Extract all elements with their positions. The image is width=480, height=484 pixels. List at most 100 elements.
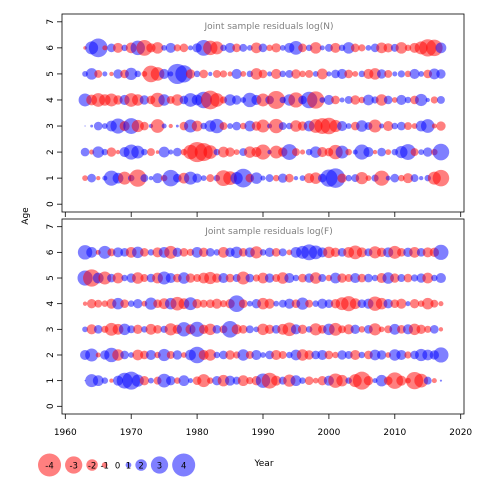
residual-bubble-2-age5-1978 [178,272,190,284]
residual-bubble-1-age5-1993 [279,70,287,78]
residual-bubble-2-age6-1964 [86,246,98,258]
residual-bubble-1-age1-1964 [87,173,96,183]
residual-bubble-2-age5-1991 [264,273,275,283]
residual-bubble-1-age5-1991 [267,71,273,77]
y-axis-label: Age [21,207,31,225]
residual-bubble-2-age5-1979 [185,273,196,283]
residual-bubble-1-age6-1972 [136,39,153,56]
residual-bubble-1-age3-2011 [397,121,406,131]
residual-bubble-1-age5-1964 [85,68,98,80]
residual-bubble-1-age2-1963 [80,147,90,157]
residual-bubble-1-age3-2010 [391,122,399,130]
residual-bubble-1-age5-1966 [102,71,108,77]
residual-bubble-2-age3-1983 [212,325,222,334]
residual-bubble-2-age1-1979 [187,378,194,384]
residual-bubble-1-age2-1996 [300,149,306,155]
residual-bubble-1-age3-2015 [420,119,435,133]
residual-bubble-2-age2-1973 [145,349,157,361]
residual-bubble-1-age6-1965 [88,38,108,58]
residual-bubble-1-age4-2008 [375,94,388,106]
legend-bubble--3 [65,456,83,474]
y-tick-label-1-4: 4 [46,97,56,103]
residual-bubble-2-age4-2012 [405,301,411,307]
residual-bubble-2-age5-2012 [403,273,413,283]
residual-bubble-1-age1-2011 [398,174,405,182]
residual-bubble-1-age4-2016 [430,96,438,104]
residual-bubble-1-age4-2015 [425,97,430,103]
residual-bubble-2-age5-2004 [350,272,361,284]
residual-bubble-2-age2-2004 [350,349,361,361]
residual-bubble-2-age1-1998 [312,377,319,384]
x-tick-label-2020: 2020 [449,428,472,438]
residual-bubble-1-age1-2017 [432,169,450,187]
residual-bubble-2-age4-2004 [349,298,361,310]
residual-bubble-1-age4-2003 [344,96,353,104]
residual-bubble-1-age4-1983 [210,93,224,107]
residual-bubble-1-age5-1986 [231,68,242,79]
legend-label-4: 4 [181,462,186,472]
residual-bubble-2-age1-2002 [336,374,348,387]
residual-bubble-2-age4-2015 [421,297,434,310]
residual-bubble-2-age3-1971 [133,324,143,335]
residual-bubble-1-age5-1965 [94,69,103,78]
residual-bubble-1-age3-2009 [383,120,394,132]
residual-bubble-1-age3-1975 [161,123,167,129]
residual-bubble-2-age5-2002 [337,273,347,283]
residual-bubble-1-age5-1997 [305,69,314,78]
residual-bubble-2-age2-1982 [204,349,217,361]
legend-label-1: 1 [126,462,131,472]
residual-bubble-1-age5-2011 [397,70,405,78]
legend-bubble--2 [86,459,98,471]
residual-bubble-1-age6-1966 [102,45,108,51]
residual-bubble-1-age4-2009 [383,95,393,105]
y-tick-label-2-1: 1 [46,378,56,384]
residual-bubble-1-age6-1989 [251,42,262,54]
residual-bubble-1-age4-2000 [323,94,334,106]
residual-bubble-1-age4-2006 [363,94,374,106]
residual-bubble-1-age5-2000 [326,71,332,77]
residual-bubble-1-age1-2002 [337,173,347,183]
residual-bubble-2-age3-1970 [127,325,136,334]
residual-bubble-2-age6-1980 [191,246,203,258]
residual-bubble-2-age5-2017 [435,272,446,284]
residual-bubble-2-age4-1973 [144,297,158,310]
x-axis-label: Year [253,459,273,469]
residual-bubble-2-age4-2017 [438,301,444,307]
residual-bubble-1-age2-1982 [203,145,218,159]
y-tick-label-1-7: 7 [46,19,56,25]
residual-bubble-1-age2-2014 [418,149,425,155]
residual-bubble-2-age2-1977 [172,350,183,360]
residual-bubble-2-age6-1993 [278,248,287,257]
residual-bubble-2-age6-2011 [397,248,406,257]
residual-bubble-2-age2-2005 [358,351,366,359]
residual-bubble-2-age2-2011 [396,349,407,361]
residual-bubble-1-age6-1978 [179,43,189,53]
residual-bubble-2-age6-2010 [388,245,402,259]
y-tick-label-1-6: 6 [46,45,56,51]
residual-bubble-1-age1-2014 [419,175,424,181]
residual-bubble-1-age2-1973 [147,148,155,157]
residual-bubble-1-age2-1995 [291,148,300,157]
residual-bubble-1-age6-1993 [279,44,286,51]
residual-bubble-1-age4-1998 [307,91,325,109]
residual-bubble-1-age5-1996 [299,70,306,78]
residual-bubble-1-age4-2001 [331,95,340,105]
residual-bubble-1-age6-1992 [271,43,281,53]
residual-bubble-1-age5-1984 [219,70,228,78]
y-tick-label-1-2: 2 [46,149,56,155]
residual-bubble-2-age5-2006 [364,273,373,283]
residual-bubble-2-age6-2000 [323,246,335,259]
residual-bubble-2-age4-1970 [127,300,135,307]
residual-bubble-1-age3-1983 [209,118,225,134]
y-tick-label-2-6: 6 [46,249,56,255]
chart-title-1: Joint sample residuals log(N) [203,22,333,32]
residual-bubble-2-age1-1972 [139,375,150,386]
residual-bubble-1-age6-1998 [309,42,322,54]
residual-bubble-2-age5-2010 [390,273,400,283]
legend-label-2: 2 [138,462,143,472]
residual-bubble-2-age2-2002 [337,350,347,360]
residual-bubble-2-age6-1981 [199,247,209,258]
residual-bubble-2-age1-2016 [431,378,437,384]
residual-bubble-2-age2-1989 [251,349,262,361]
